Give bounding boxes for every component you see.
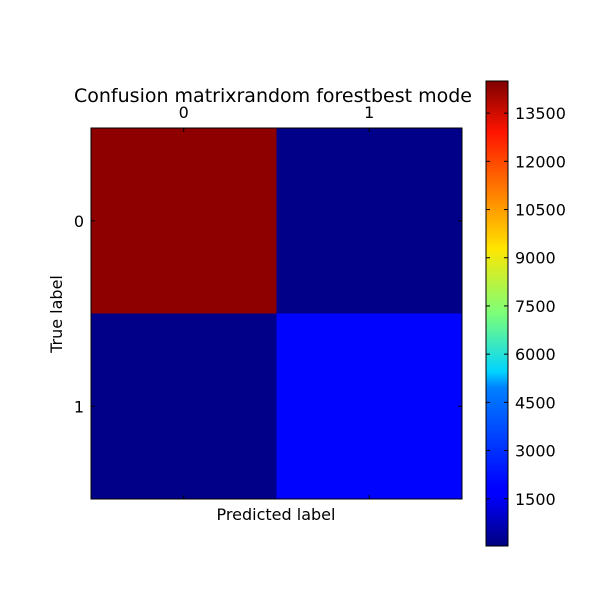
chart-title: Confusion matrixrandom forestbest mode: [74, 85, 472, 107]
axis-ticks: 0 1 0 1: [74, 103, 462, 499]
colorbar-tick-label: 12000: [515, 152, 566, 171]
x-axis-label: Predicted label: [217, 505, 336, 524]
heatmap-cell: [276, 313, 463, 500]
heatmap-cell: [276, 128, 463, 314]
colorbar-tick-label: 1500: [515, 490, 556, 509]
colorbar-tick-label: 7500: [515, 297, 556, 316]
heatmap-cell: [91, 128, 277, 314]
heatmap-cells: [91, 128, 463, 500]
y-axis-label: True label: [47, 275, 66, 354]
x-tick-label: 1: [364, 103, 374, 122]
colorbar-tick-label: 6000: [515, 345, 556, 364]
colorbar-tick-label: 9000: [515, 249, 556, 268]
plot-frame: [90, 127, 463, 500]
y-tick-label: 0: [74, 212, 84, 231]
y-tick-label: 1: [74, 397, 84, 416]
heatmap-cell: [91, 313, 277, 500]
x-tick-label: 0: [179, 103, 189, 122]
colorbar-tick-label: 4500: [515, 393, 556, 412]
colorbar-tick-label: 3000: [515, 442, 556, 461]
colorbar-ticks: 1500 3000 4500 6000 7500 9000 10500 12000 13500: [486, 104, 566, 509]
colorbar: [485, 80, 509, 547]
colorbar-tick-label: 13500: [515, 104, 566, 123]
colorbar-tick-label: 10500: [515, 201, 566, 220]
